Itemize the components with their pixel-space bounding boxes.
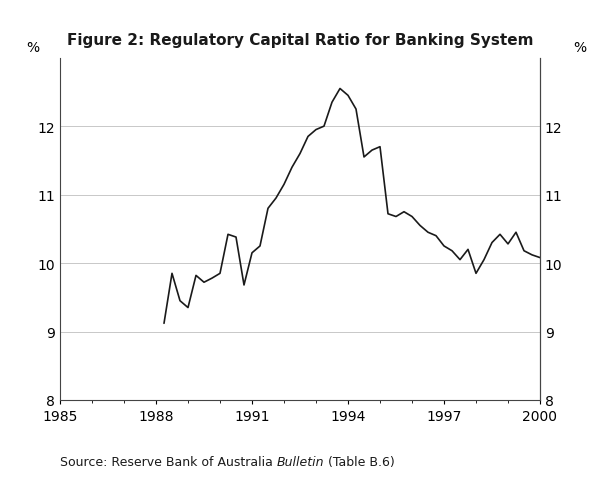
Text: (Table B.6): (Table B.6): [325, 455, 395, 468]
Title: Figure 2: Regulatory Capital Ratio for Banking System: Figure 2: Regulatory Capital Ratio for B…: [67, 33, 533, 48]
Text: %: %: [574, 41, 587, 55]
Text: Source: Reserve Bank of Australia: Source: Reserve Bank of Australia: [60, 455, 277, 468]
Text: %: %: [26, 41, 40, 55]
Text: Bulletin: Bulletin: [277, 455, 325, 468]
